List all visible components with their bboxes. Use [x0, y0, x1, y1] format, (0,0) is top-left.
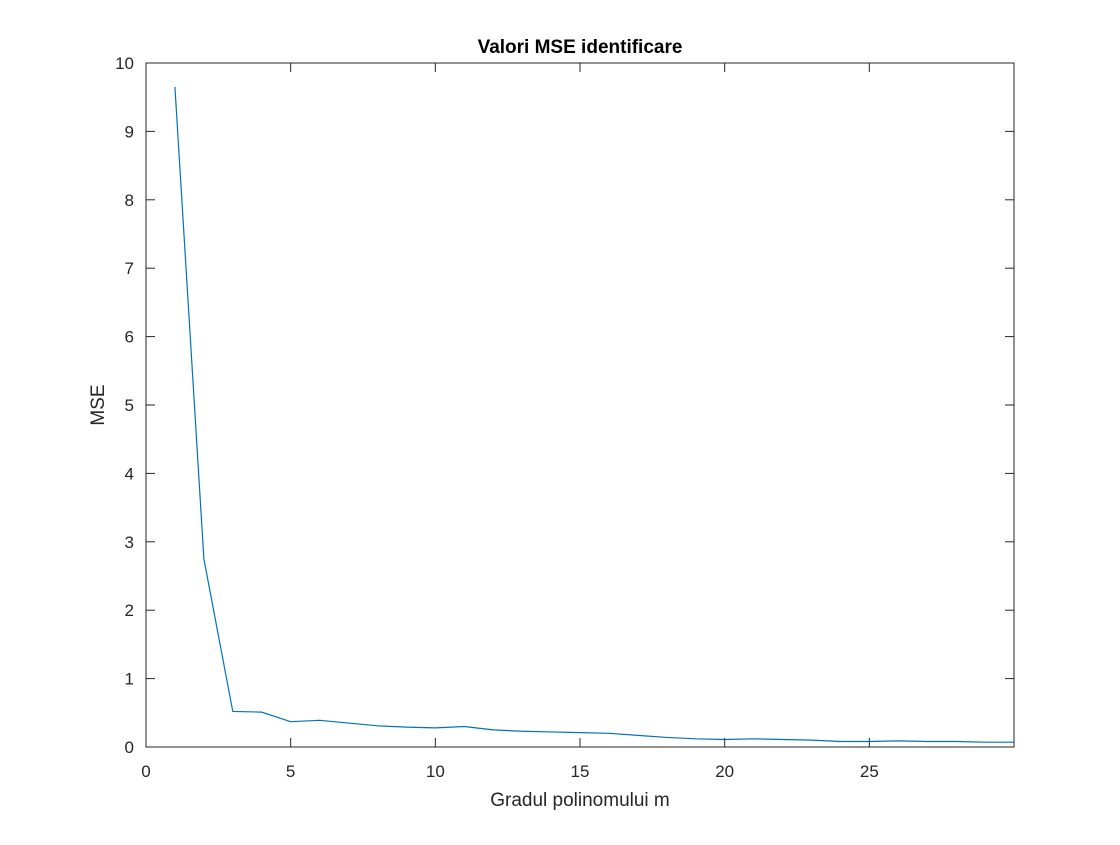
y-tick-label: 3	[125, 533, 134, 552]
x-tick-label: 25	[860, 762, 879, 781]
x-axis-label: Gradul polinomului m	[490, 790, 670, 811]
y-tick-label: 2	[125, 601, 134, 620]
x-tick-label: 0	[141, 762, 150, 781]
series-line	[174, 86, 1014, 743]
axes-box	[145, 62, 1015, 748]
x-tick-label: 5	[286, 762, 295, 781]
y-tick-label: 8	[125, 191, 134, 210]
x-tick-label: 15	[571, 762, 590, 781]
y-axis-label: MSE	[88, 384, 109, 425]
x-tick-label: 20	[715, 762, 734, 781]
y-tick-label: 5	[125, 396, 134, 415]
plot-area	[146, 63, 1014, 747]
x-tick-label: 10	[426, 762, 445, 781]
y-tick-label: 7	[125, 259, 134, 278]
chart-title: Valori MSE identificare	[478, 37, 683, 58]
y-tick-label: 6	[125, 328, 134, 347]
y-tick-label: 1	[125, 670, 134, 689]
y-tick-label: 10	[115, 54, 134, 73]
y-tick-label: 9	[125, 122, 134, 141]
tick-labels: 0 5 10 15 20 25 0 1 2 3 4 5 6 7 8 9 10	[115, 54, 879, 781]
y-tick-label: 4	[125, 464, 134, 483]
y-tick-label: 0	[125, 738, 134, 757]
